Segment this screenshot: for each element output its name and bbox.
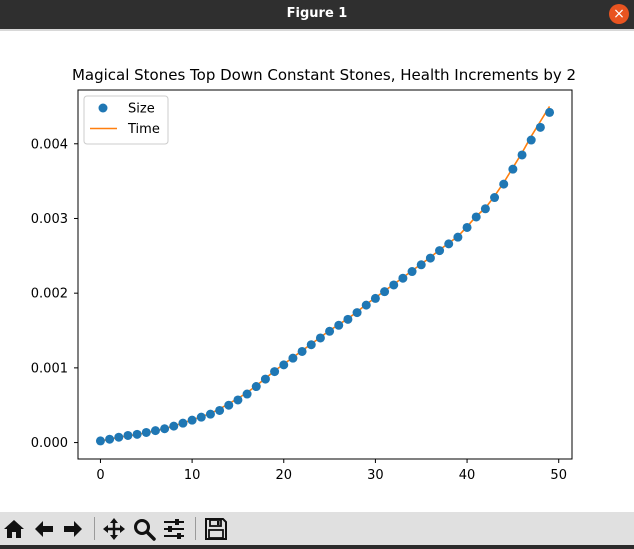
size-point (425, 253, 435, 263)
size-point (526, 135, 536, 145)
y-tick-label: 0.003 (31, 212, 68, 227)
size-point (279, 360, 289, 370)
y-tick-label: 0.004 (31, 137, 68, 152)
y-tick-label: 0.002 (31, 287, 68, 302)
x-tick-label: 30 (367, 468, 384, 483)
size-point (517, 150, 527, 160)
legend-time-label: Time (127, 122, 160, 137)
x-tick-label: 20 (275, 468, 292, 483)
size-point (325, 326, 335, 336)
size-point (123, 430, 133, 440)
size-point (288, 353, 298, 363)
size-point (141, 427, 151, 437)
taskbar-strip (0, 545, 634, 549)
home-icon (4, 519, 24, 538)
configure-subplots-button[interactable] (161, 515, 187, 542)
navigation-toolbar (0, 512, 634, 545)
forward-button[interactable] (60, 515, 86, 542)
size-point (508, 164, 518, 174)
size-point (453, 232, 463, 242)
size-point (315, 333, 325, 343)
size-point (389, 280, 399, 290)
size-point (361, 300, 371, 310)
size-point (380, 287, 390, 297)
size-point (233, 395, 243, 405)
save-button[interactable] (203, 515, 229, 542)
size-point (215, 405, 225, 415)
size-point (224, 400, 234, 410)
window-title: Figure 1 (286, 6, 348, 21)
sliders-icon (164, 518, 184, 539)
series-size (95, 107, 555, 446)
size-point (242, 389, 252, 399)
size-point (150, 426, 160, 436)
size-point (251, 382, 261, 392)
pan-button[interactable] (101, 515, 127, 542)
size-point (187, 415, 197, 425)
size-point (205, 409, 215, 419)
size-point (407, 267, 417, 277)
x-axis: 0 10 20 30 40 50 (96, 459, 567, 483)
titlebar-divider (0, 29, 634, 31)
legend: Size Time (83, 95, 169, 145)
close-button[interactable]: × (609, 4, 629, 24)
legend-size-marker (98, 103, 108, 113)
size-point (499, 179, 509, 189)
size-point (132, 429, 142, 439)
size-point (535, 122, 545, 132)
y-tick-label: 0.000 (31, 436, 68, 451)
size-point (416, 260, 426, 270)
back-button[interactable] (31, 515, 57, 542)
window-titlebar: Figure 1 × (0, 0, 634, 29)
zoom-button[interactable] (131, 515, 157, 542)
size-point (114, 432, 124, 442)
size-point (95, 436, 105, 446)
chart-title: Magical Stones Top Down Constant Stones,… (72, 66, 576, 84)
size-point (398, 273, 408, 283)
y-axis: 0.000 0.001 0.002 0.003 0.004 (31, 137, 78, 451)
floppy-disk-icon (205, 517, 227, 540)
size-point (490, 193, 500, 203)
axes-frame (77, 89, 573, 460)
size-point (352, 308, 362, 318)
x-tick-label: 10 (184, 468, 201, 483)
zoom-magnifier-icon (134, 518, 156, 541)
size-point (334, 320, 344, 330)
size-point (370, 293, 380, 303)
size-point (270, 367, 280, 377)
size-point (462, 222, 472, 232)
size-point (160, 424, 170, 434)
size-point (480, 204, 490, 214)
pan-move-icon (103, 517, 125, 540)
size-point (169, 421, 179, 431)
size-point (343, 314, 353, 324)
size-point (444, 239, 454, 249)
figure-canvas: Magical Stones Top Down Constant Stones,… (0, 31, 634, 512)
size-point (545, 107, 555, 117)
x-tick-label: 50 (550, 468, 567, 483)
size-point (435, 246, 445, 256)
home-button[interactable] (1, 515, 27, 542)
size-point (297, 346, 307, 356)
forward-arrow-icon (64, 520, 82, 537)
x-tick-label: 0 (96, 468, 104, 483)
size-point (260, 374, 270, 384)
size-point (196, 412, 206, 422)
size-point (178, 418, 188, 428)
size-point (471, 212, 481, 222)
y-tick-label: 0.001 (31, 361, 68, 376)
back-arrow-icon (35, 520, 53, 537)
legend-size-label: Size (128, 102, 155, 117)
size-point (306, 340, 316, 350)
toolbar-separator (195, 517, 196, 540)
size-point (105, 434, 115, 444)
toolbar-separator (94, 517, 95, 540)
x-tick-label: 40 (459, 468, 476, 483)
